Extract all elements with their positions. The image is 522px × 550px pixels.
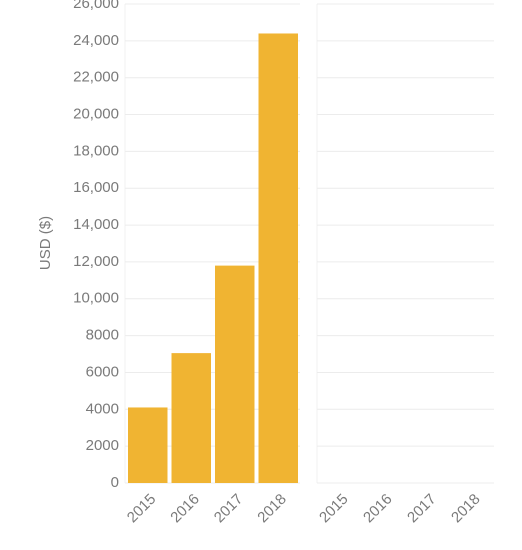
y-tick-label: 4000 <box>86 400 119 417</box>
bar <box>128 407 168 483</box>
x-tick-label: 2017 <box>211 491 247 527</box>
y-axis-label: USD ($) <box>37 216 54 270</box>
y-tick-label: 14,000 <box>73 216 119 233</box>
y-tick-label: 8000 <box>86 327 119 344</box>
x-tick-label: 2015 <box>124 491 160 527</box>
y-tick-label: 16,000 <box>73 179 119 196</box>
x-tick-label: 2016 <box>360 491 396 527</box>
y-tick-label: 24,000 <box>73 32 119 49</box>
y-tick-label: 20,000 <box>73 106 119 123</box>
y-tick-label: 0 <box>111 474 119 491</box>
x-tick-label: 2015 <box>316 491 352 527</box>
y-tick-label: 12,000 <box>73 253 119 270</box>
y-tick-label: 10,000 <box>73 290 119 307</box>
y-tick-label: 18,000 <box>73 142 119 159</box>
y-tick-label: 6000 <box>86 363 119 380</box>
y-tick-label: 26,000 <box>73 0 119 12</box>
x-tick-label: 2018 <box>448 491 484 527</box>
x-tick-label: 2016 <box>167 491 203 527</box>
bar <box>258 33 298 483</box>
y-tick-label: 2000 <box>86 437 119 454</box>
y-tick-label: 22,000 <box>73 69 119 86</box>
bar <box>215 265 255 483</box>
x-tick-label: 2018 <box>254 491 290 527</box>
x-tick-label: 2017 <box>404 491 440 527</box>
bar <box>171 353 211 483</box>
